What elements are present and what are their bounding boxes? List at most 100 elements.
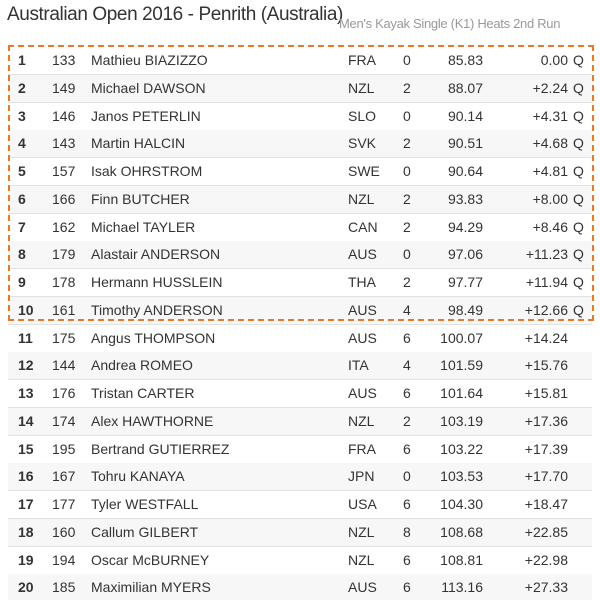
difference: +14.24 bbox=[524, 329, 568, 346]
bib: 167 bbox=[52, 468, 76, 485]
rank: 2 bbox=[18, 79, 26, 96]
result-row: 20 185 Maximilian MYERS AUS 6 113.16 +27.33 bbox=[8, 574, 592, 600]
penalty: 2 bbox=[403, 412, 411, 429]
time: 90.51 bbox=[447, 135, 483, 152]
difference: +4.68 bbox=[532, 135, 568, 152]
athlete-name: Mathieu BIAZIZZO bbox=[91, 52, 208, 68]
penalty: 0 bbox=[403, 468, 411, 485]
rank: 3 bbox=[18, 107, 26, 124]
rank: 4 bbox=[18, 135, 26, 152]
difference: +17.39 bbox=[524, 440, 568, 457]
time: 103.19 bbox=[440, 412, 483, 429]
athlete-name: Angus THOMPSON bbox=[91, 329, 216, 346]
penalty: 6 bbox=[403, 385, 411, 401]
nation: NZL bbox=[348, 412, 375, 429]
bib: 146 bbox=[52, 107, 76, 124]
result-row: 6 166 Finn BUTCHER NZL 2 93.83 +8.00 Q bbox=[8, 185, 592, 214]
nation: THA bbox=[348, 274, 376, 290]
result-row: 11 175 Angus THOMPSON AUS 6 100.07 +14.24 bbox=[8, 324, 592, 353]
penalty: 2 bbox=[403, 79, 411, 96]
result-row: 2 149 Michael DAWSON NZL 2 88.07 +2.24 Q bbox=[8, 74, 592, 103]
difference: +27.33 bbox=[524, 579, 568, 596]
rank: 9 bbox=[18, 274, 26, 290]
bib: 162 bbox=[52, 218, 76, 235]
difference: +11.94 bbox=[525, 274, 568, 290]
nation: AUS bbox=[348, 329, 377, 346]
athlete-name: Tohru KANAYA bbox=[91, 468, 185, 485]
qualified: Q bbox=[573, 246, 584, 263]
time: 90.14 bbox=[447, 107, 483, 124]
nation: ITA bbox=[348, 357, 369, 374]
rank: 19 bbox=[18, 551, 34, 568]
rank: 5 bbox=[18, 163, 26, 179]
nation: NZL bbox=[348, 190, 375, 207]
athlete-name: Isak OHRSTROM bbox=[91, 163, 203, 179]
athlete-name: Timothy ANDERSON bbox=[91, 301, 223, 318]
time: 101.64 bbox=[440, 385, 483, 401]
qualified: Q bbox=[573, 79, 584, 96]
difference: +4.31 bbox=[532, 107, 568, 124]
bib: 177 bbox=[52, 496, 76, 512]
bib: 133 bbox=[52, 52, 76, 68]
penalty: 6 bbox=[403, 496, 411, 512]
title: Australian Open 2016 - Penrith (Australi… bbox=[7, 4, 343, 25]
athlete-name: Michael DAWSON bbox=[91, 79, 206, 96]
penalty: 2 bbox=[403, 190, 411, 207]
athlete-name: Finn BUTCHER bbox=[91, 190, 190, 207]
athlete-name: Martin HALCIN bbox=[91, 135, 186, 152]
athlete-name: Alex HAWTHORNE bbox=[91, 412, 214, 429]
rank: 11 bbox=[18, 329, 33, 346]
rank: 16 bbox=[18, 468, 34, 485]
rank: 10 bbox=[18, 301, 34, 318]
time: 100.07 bbox=[440, 329, 483, 346]
penalty: 6 bbox=[403, 329, 411, 346]
penalty: 0 bbox=[403, 163, 411, 179]
bib: 178 bbox=[52, 274, 76, 290]
nation: FRA bbox=[348, 52, 376, 68]
nation: SWE bbox=[348, 163, 380, 179]
penalty: 0 bbox=[403, 246, 411, 263]
time: 97.77 bbox=[447, 274, 483, 290]
athlete-name: Tristan CARTER bbox=[91, 385, 195, 401]
nation: AUS bbox=[348, 579, 377, 596]
bib: 161 bbox=[52, 301, 76, 318]
nation: FRA bbox=[348, 440, 376, 457]
bib: 185 bbox=[52, 579, 76, 596]
penalty: 6 bbox=[403, 579, 411, 596]
bib: 149 bbox=[52, 79, 76, 96]
qualified: Q bbox=[573, 274, 584, 290]
rank: 1 bbox=[18, 52, 26, 68]
result-row: 19 194 Oscar McBURNEY NZL 6 108.81 +22.98 bbox=[8, 546, 592, 575]
qualified: Q bbox=[573, 135, 584, 152]
nation: JPN bbox=[348, 468, 375, 485]
difference: +17.36 bbox=[524, 412, 568, 429]
bib: 144 bbox=[52, 357, 76, 374]
time: 94.29 bbox=[447, 218, 483, 235]
time: 98.49 bbox=[447, 301, 483, 318]
time: 97.06 bbox=[447, 246, 483, 263]
subtitle: Men's Kayak Single (K1) Heats 2nd Run bbox=[339, 16, 561, 31]
time: 108.81 bbox=[440, 551, 483, 568]
bib: 174 bbox=[52, 412, 76, 429]
time: 113.16 bbox=[441, 579, 483, 596]
time: 104.30 bbox=[440, 496, 483, 512]
time: 90.64 bbox=[447, 163, 483, 179]
difference: +11.23 bbox=[525, 246, 568, 263]
nation: NZL bbox=[348, 551, 375, 568]
difference: +17.70 bbox=[524, 468, 568, 485]
difference: +22.98 bbox=[524, 551, 568, 568]
result-row: 1 133 Mathieu BIAZIZZO FRA 0 85.83 0.00 Q bbox=[8, 47, 592, 75]
time: 101.59 bbox=[440, 357, 483, 374]
result-row: 5 157 Isak OHRSTROM SWE 0 90.64 +4.81 Q bbox=[8, 158, 592, 186]
rank: 8 bbox=[18, 246, 26, 263]
difference: +4.81 bbox=[532, 163, 568, 179]
result-row: 12 144 Andrea ROMEO ITA 4 101.59 +15.76 bbox=[8, 352, 592, 381]
penalty: 4 bbox=[403, 357, 411, 374]
bib: 157 bbox=[52, 163, 76, 179]
bib: 176 bbox=[52, 385, 76, 401]
time: 108.68 bbox=[440, 523, 483, 540]
penalty: 2 bbox=[403, 274, 411, 290]
difference: +18.47 bbox=[524, 496, 568, 512]
nation: NZL bbox=[348, 79, 375, 96]
